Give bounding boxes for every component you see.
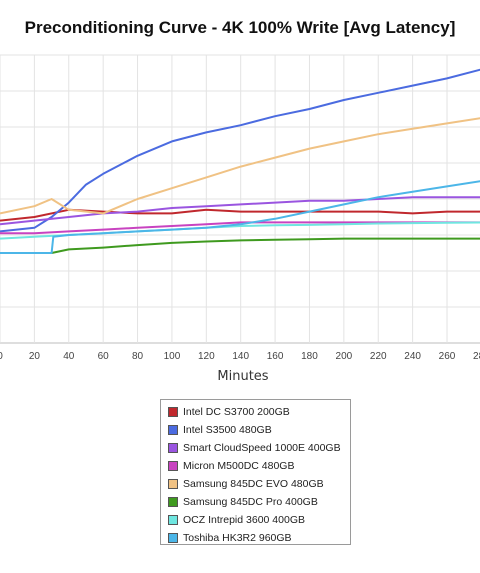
legend-label: Intel S3500 480GB <box>183 424 272 436</box>
legend-label: Micron M500DC 480GB <box>183 460 295 472</box>
x-tick-label: 80 <box>132 351 144 362</box>
x-axis-label: Minutes <box>217 369 269 384</box>
x-tick-label: 220 <box>370 351 387 362</box>
legend-swatch <box>168 533 178 543</box>
x-tick-label: 0 <box>0 351 3 362</box>
chart-title: Preconditioning Curve - 4K 100% Write [A… <box>24 18 456 37</box>
series-line-5 <box>0 237 480 254</box>
legend-label: OCZ Intrepid 3600 400GB <box>183 514 305 526</box>
legend-label: Toshiba HK3R2 960GB <box>183 532 292 544</box>
legend-swatch <box>168 425 178 435</box>
x-tick-label: 280 <box>473 351 480 362</box>
x-tick-label: 20 <box>29 351 41 362</box>
series-line-0 <box>0 208 480 222</box>
legend-swatch <box>168 479 178 489</box>
x-tick-label: 100 <box>164 351 181 362</box>
series-line-7 <box>0 180 480 254</box>
legend-label: Intel DC S3700 200GB <box>183 406 290 418</box>
x-tick-label: 240 <box>404 351 421 362</box>
legend-item: Micron M500DC 480GB <box>161 457 350 475</box>
x-tick-labels: 0 20 40 60 80 100 120 140 160 180 200 220 240 260 280 <box>0 351 480 362</box>
grid-lines <box>0 54 480 344</box>
x-tick-label: 120 <box>198 351 215 362</box>
series-lines <box>0 68 480 254</box>
legend: Intel DC S3700 200GB Intel S3500 480GB Sma… <box>160 399 351 545</box>
legend-swatch <box>168 407 178 417</box>
x-tick-label: 60 <box>98 351 110 362</box>
legend-swatch <box>168 515 178 525</box>
series-line-4 <box>0 117 480 215</box>
x-tick-label: 160 <box>267 351 284 362</box>
legend-label: Samsung 845DC EVO 480GB <box>183 478 324 490</box>
x-tick-label: 40 <box>63 351 75 362</box>
x-tick-label: 200 <box>336 351 353 362</box>
legend-swatch <box>168 497 178 507</box>
legend-item: Intel S3500 480GB <box>161 421 350 439</box>
legend-label: Samsung 845DC Pro 400GB <box>183 496 318 508</box>
legend-swatch <box>168 443 178 453</box>
x-tick-label: 260 <box>439 351 456 362</box>
legend-swatch <box>168 461 178 471</box>
legend-item: Samsung 845DC EVO 480GB <box>161 475 350 493</box>
legend-label: Smart CloudSpeed 1000E 400GB <box>183 442 341 454</box>
x-tick-label: 180 <box>301 351 318 362</box>
legend-item: Samsung 845DC Pro 400GB <box>161 493 350 511</box>
x-tick-label: 140 <box>232 351 249 362</box>
legend-item: Toshiba HK3R2 960GB <box>161 529 350 547</box>
series-line-1 <box>0 68 480 233</box>
series-line-2 <box>0 196 480 226</box>
legend-item: OCZ Intrepid 3600 400GB <box>161 511 350 529</box>
legend-item: Smart CloudSpeed 1000E 400GB <box>161 439 350 457</box>
legend-item: Intel DC S3700 200GB <box>161 403 350 421</box>
